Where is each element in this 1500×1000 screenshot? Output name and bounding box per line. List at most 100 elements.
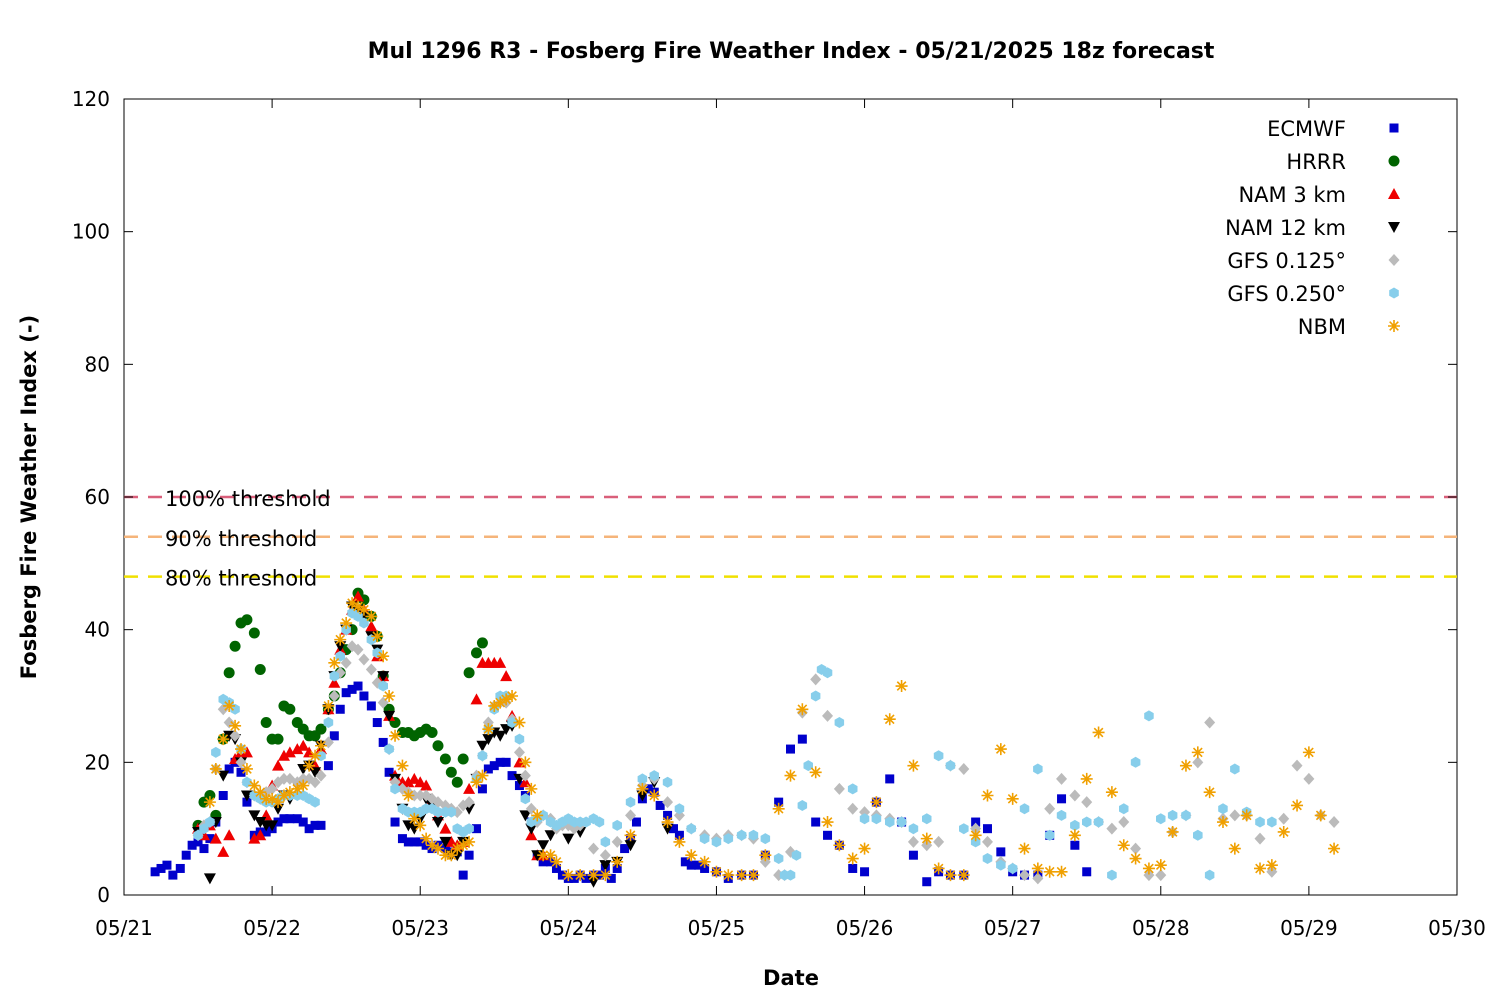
data-point — [883, 713, 896, 726]
data-point — [1031, 862, 1044, 875]
data-point — [426, 839, 439, 852]
data-point — [477, 750, 488, 762]
data-point — [470, 693, 483, 705]
data-point — [537, 849, 550, 862]
data-point — [272, 796, 285, 809]
data-point — [636, 790, 649, 802]
x-tick-label: 05/22 — [243, 916, 301, 940]
data-point — [920, 832, 933, 845]
data-point — [885, 774, 895, 784]
legend-marker — [1388, 320, 1400, 332]
data-point — [283, 786, 296, 799]
data-point — [402, 776, 415, 788]
data-point — [1082, 867, 1092, 877]
data-point — [365, 620, 378, 632]
data-point — [1070, 819, 1080, 831]
data-point — [217, 733, 230, 746]
data-point — [199, 844, 209, 854]
data-point — [1117, 839, 1130, 852]
data-point — [797, 800, 808, 811]
legend-label: HRRR — [1286, 150, 1346, 174]
data-point — [463, 782, 476, 794]
data-point — [796, 703, 809, 716]
data-point — [365, 610, 378, 623]
data-point — [377, 650, 390, 663]
data-point — [500, 670, 513, 682]
data-point — [1105, 786, 1118, 799]
data-point — [636, 782, 649, 795]
data-point — [599, 849, 611, 862]
data-point — [328, 656, 341, 669]
data-point — [323, 717, 334, 728]
data-point — [821, 816, 834, 829]
data-point — [309, 749, 322, 762]
data-point — [674, 803, 685, 815]
data-point — [341, 688, 351, 698]
data-point — [1018, 842, 1031, 855]
data-point — [932, 862, 945, 875]
data-point — [981, 835, 993, 848]
data-point — [439, 822, 452, 834]
data-point — [315, 769, 327, 782]
data-point — [402, 789, 415, 802]
data-point — [785, 869, 796, 881]
data-point — [390, 817, 400, 827]
data-point — [328, 676, 341, 688]
data-point — [833, 839, 846, 852]
data-point — [1240, 809, 1253, 822]
data-point — [409, 837, 419, 847]
data-point — [445, 849, 458, 862]
data-point — [494, 730, 507, 742]
data-point — [248, 810, 261, 822]
y-tick-label: 60 — [85, 485, 110, 509]
data-point — [611, 835, 623, 848]
data-point — [229, 719, 242, 732]
data-point — [786, 744, 795, 754]
legend-marker — [1388, 254, 1400, 266]
data-point — [223, 716, 235, 729]
data-point — [359, 617, 369, 629]
data-point — [402, 820, 415, 832]
data-point — [624, 829, 637, 842]
data-point — [378, 737, 388, 747]
data-point — [181, 850, 191, 860]
data-point — [674, 830, 684, 840]
data-point — [309, 776, 321, 789]
data-point — [668, 824, 678, 834]
data-point — [322, 699, 335, 712]
data-point — [335, 704, 345, 714]
data-point — [833, 782, 845, 795]
data-point — [1228, 842, 1241, 855]
data-point — [383, 690, 396, 702]
data-point — [272, 803, 285, 815]
data-point — [514, 733, 525, 745]
data-point — [1267, 816, 1277, 828]
data-point — [236, 767, 246, 777]
data-point — [895, 680, 908, 693]
data-point — [500, 724, 513, 736]
data-point — [383, 710, 396, 722]
data-point — [261, 827, 271, 837]
threshold-label-2: 90% threshold — [165, 527, 317, 551]
data-point — [495, 757, 505, 767]
data-point — [581, 816, 591, 828]
data-point — [1044, 802, 1056, 815]
data-point — [587, 869, 600, 882]
data-point — [1191, 746, 1204, 759]
data-point — [772, 802, 785, 815]
data-point — [908, 823, 919, 835]
data-point — [334, 633, 347, 646]
data-point — [353, 681, 363, 691]
data-point — [661, 816, 674, 829]
data-point — [907, 759, 920, 772]
data-point — [298, 817, 308, 827]
data-point — [1019, 803, 1030, 815]
data-point — [291, 743, 304, 755]
data-point — [414, 776, 427, 788]
data-point — [283, 746, 296, 758]
data-point — [760, 833, 771, 845]
data-point — [241, 614, 253, 626]
data-point — [199, 823, 209, 835]
data-point — [537, 840, 550, 852]
